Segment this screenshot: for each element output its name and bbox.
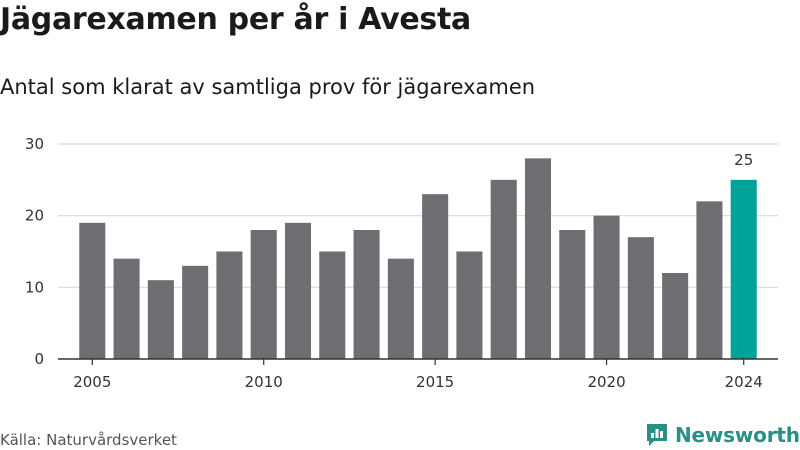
bar — [559, 230, 586, 359]
x-tick-label: 2024 — [725, 373, 763, 391]
newsworthy-logo-icon — [647, 424, 667, 446]
bar — [627, 237, 654, 359]
chart-subtitle: Antal som klarat av samtliga prov för jä… — [0, 75, 536, 99]
bar — [216, 251, 243, 359]
bar — [524, 158, 552, 359]
bar — [79, 222, 106, 359]
bar — [422, 194, 449, 359]
chart-title: Jägarexamen per år i Avesta — [0, 2, 471, 37]
bar-chart: 0 10 20 30 25 2005 2010 2015 2020 2024 — [25, 135, 778, 391]
brand-logo: Newsworthy — [645, 421, 800, 449]
bar — [284, 222, 312, 359]
x-tick-label: 2010 — [245, 373, 283, 391]
bar — [662, 273, 689, 359]
bar — [387, 258, 414, 359]
bar — [730, 179, 757, 359]
y-tick-label: 10 — [25, 278, 44, 296]
bar — [593, 215, 620, 359]
x-tick-label: 2005 — [73, 373, 111, 391]
bar — [696, 201, 723, 359]
bar — [456, 251, 483, 359]
y-tick-label: 30 — [25, 135, 44, 153]
bar — [182, 265, 209, 359]
bar — [319, 251, 346, 359]
bar — [490, 179, 517, 359]
y-tick-label: 20 — [25, 207, 44, 225]
x-tick-label: 2015 — [416, 373, 454, 391]
y-tick-label: 0 — [34, 350, 44, 368]
bar — [353, 230, 380, 359]
bar — [250, 230, 277, 359]
bar — [147, 280, 174, 359]
bar — [113, 258, 140, 359]
brand-name: Newsworthy — [675, 423, 800, 447]
value-label: 25 — [734, 151, 753, 169]
source-note: Källa: Naturvårdsverket — [0, 431, 177, 449]
x-tick-label: 2020 — [587, 373, 625, 391]
